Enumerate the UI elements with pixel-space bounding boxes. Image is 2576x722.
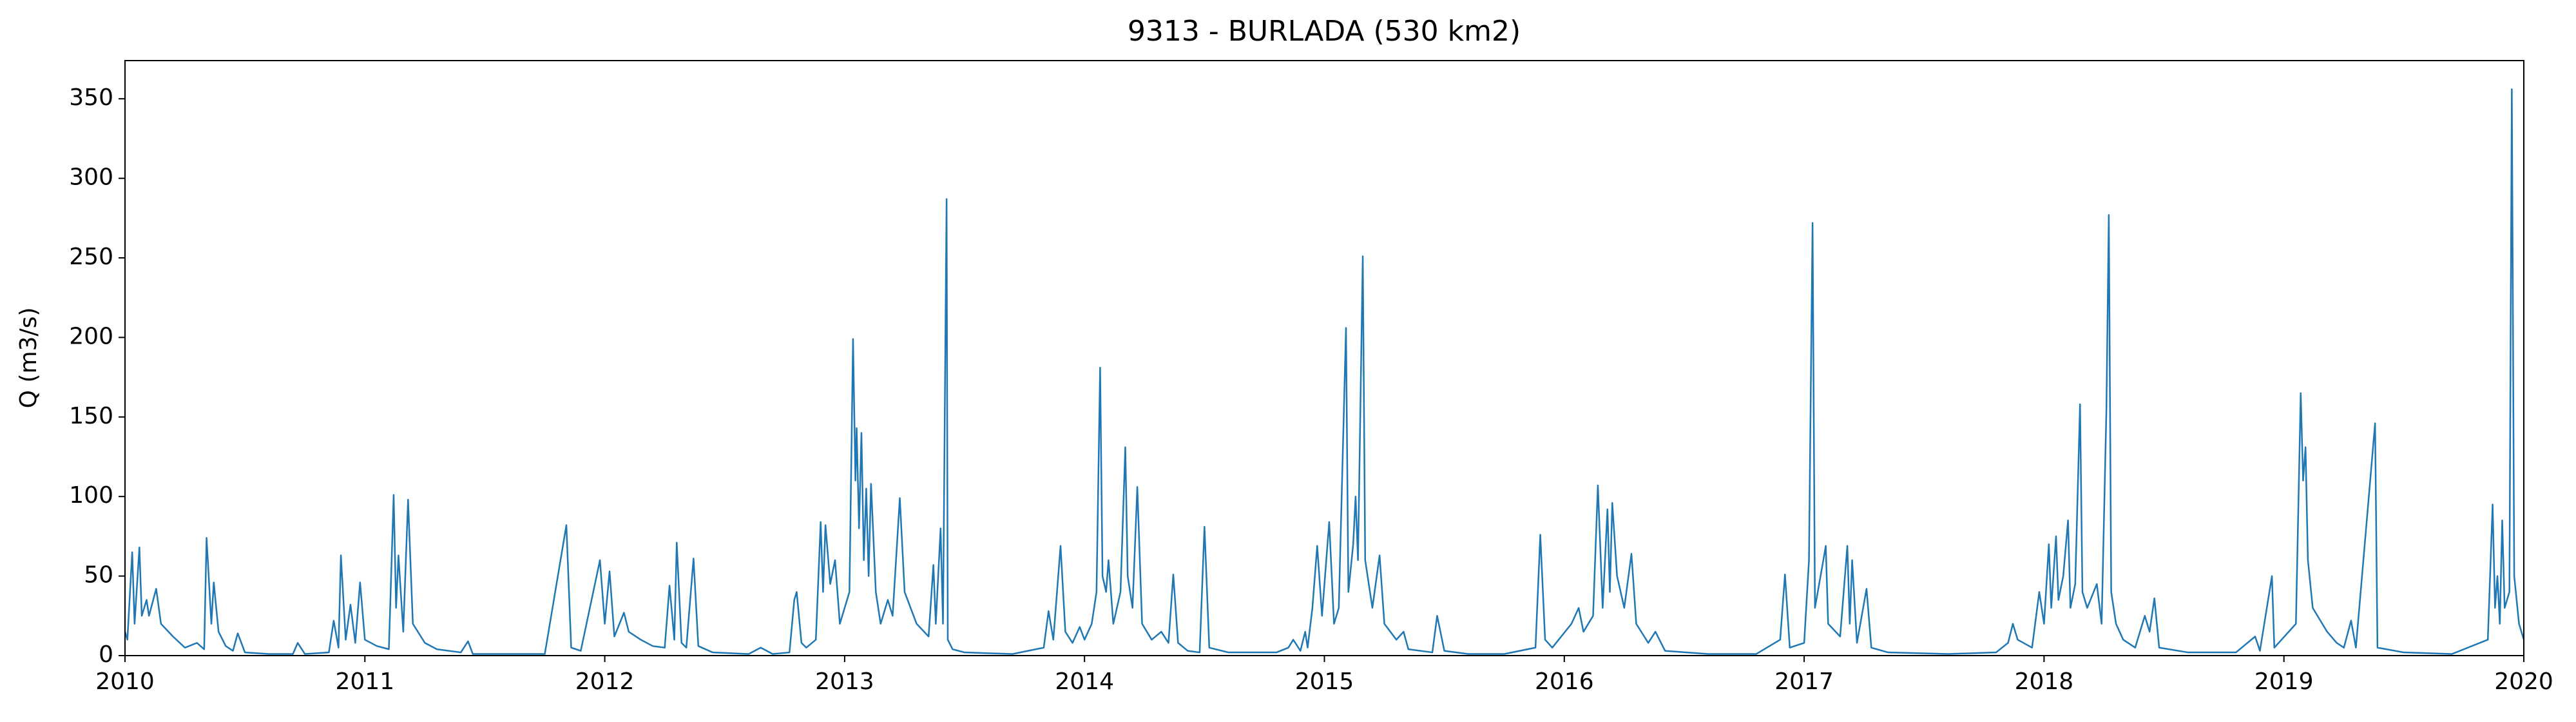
x-tick-label: 2011 (335, 668, 394, 695)
y-tick-label: 250 (69, 244, 113, 270)
x-tick-label: 2017 (1774, 668, 1834, 695)
y-axis-label: Q (m3/s) (15, 307, 42, 409)
y-tick-label: 50 (84, 562, 113, 589)
x-tick-label: 2012 (575, 668, 635, 695)
y-tick-label: 100 (69, 482, 113, 509)
x-tick-label: 2016 (1535, 668, 1594, 695)
x-tick-label: 2020 (2494, 668, 2553, 695)
plot-frame (124, 60, 2524, 656)
x-tick-label: 2013 (815, 668, 874, 695)
y-tick-label: 150 (69, 403, 113, 429)
y-tick-label: 0 (99, 641, 113, 668)
x-tick-label: 2014 (1055, 668, 1114, 695)
x-tick-label: 2010 (95, 668, 155, 695)
chart-title: 9313 - BURLADA (530 km2) (1128, 15, 1521, 48)
x-tick-label: 2018 (2015, 668, 2074, 695)
x-tick-label: 2015 (1295, 668, 1354, 695)
x-tick-label: 2019 (2254, 668, 2314, 695)
y-tick-label: 200 (69, 323, 113, 349)
flow-line (124, 88, 2525, 655)
y-tick-label: 300 (69, 164, 113, 191)
y-tick-label: 350 (69, 84, 113, 111)
